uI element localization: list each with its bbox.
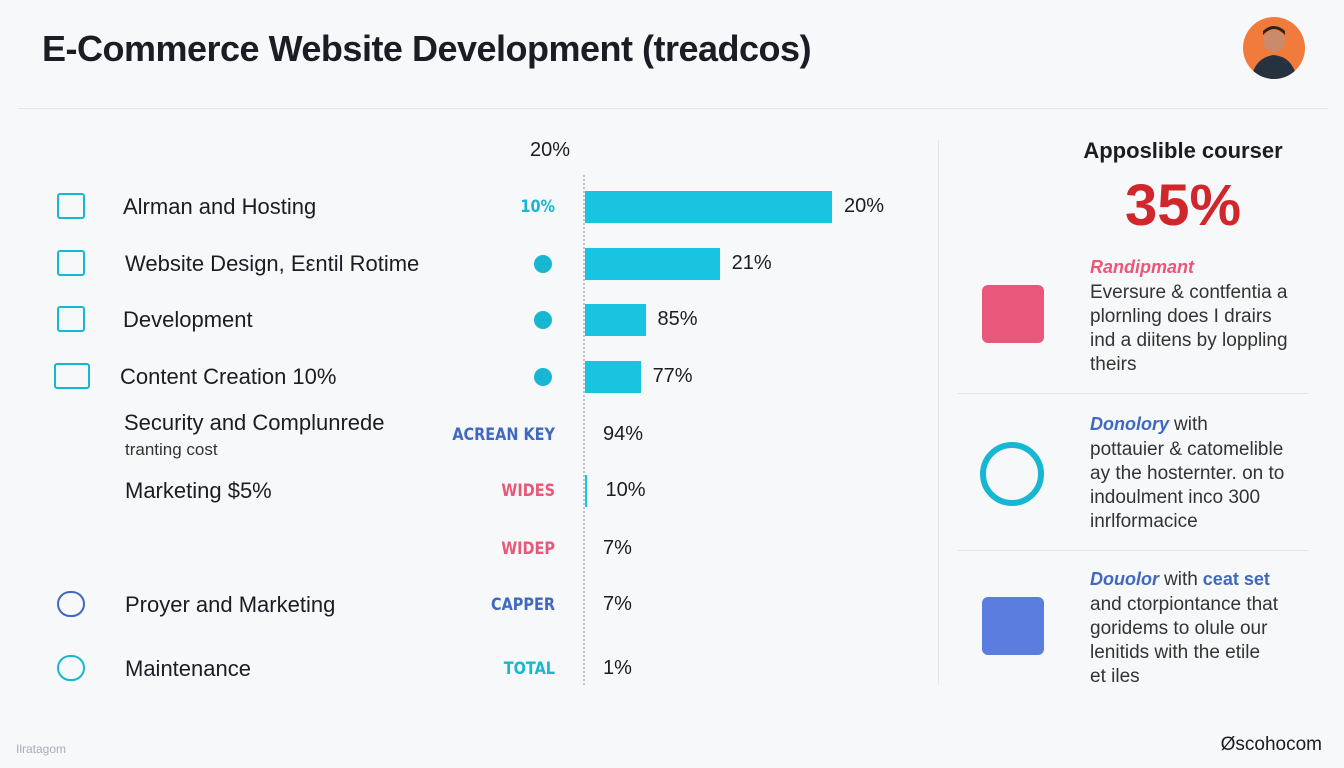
bar	[585, 248, 720, 280]
item-line: Eversure & contfentia a	[1090, 282, 1288, 303]
row-tag: WIDEP	[501, 539, 555, 559]
item-line: theirs	[1090, 354, 1137, 375]
bar	[585, 475, 588, 507]
divider	[18, 108, 1328, 109]
panel-value: 35%	[1124, 173, 1242, 238]
value-label: 7%	[603, 593, 632, 615]
item-line: lenitids with the etile	[1090, 642, 1261, 663]
value-label: 94%	[603, 423, 644, 445]
row-tag: WIDES	[501, 481, 555, 501]
row-label: Development	[123, 307, 253, 332]
axis-line	[583, 175, 585, 685]
panel-title: Apposlible courser	[1083, 138, 1283, 163]
row-icon	[57, 306, 85, 332]
bar	[585, 361, 641, 393]
value-label: 85%	[657, 308, 698, 330]
row-icon	[57, 591, 85, 617]
row-label: Marketing $5%	[125, 478, 272, 503]
bar	[585, 191, 832, 223]
row-label: Security and Complunrede	[124, 410, 385, 435]
item-title: Donolory	[1090, 414, 1169, 434]
avatar[interactable]	[1243, 17, 1305, 79]
footer-left: Ilratagom	[16, 742, 67, 756]
value-label: 1%	[603, 657, 632, 679]
row-label: Website Design, Eεntil Rotime	[125, 251, 420, 276]
item-line: inrlformacice	[1090, 511, 1198, 532]
row-tag: ACREAN KEY	[452, 425, 555, 445]
row-icon	[57, 193, 85, 219]
item-heading: Donolory with	[1090, 414, 1208, 436]
item-line: plornling does I drairs	[1090, 306, 1272, 327]
row-icon	[54, 363, 90, 389]
item-line: ind a diitens by loppling	[1090, 330, 1288, 351]
item-line: and ctorpiontance that	[1090, 594, 1279, 615]
row-label: Content Creation 10%	[120, 364, 337, 389]
value-label: 7%	[603, 537, 632, 559]
item-line: et iles	[1090, 666, 1140, 687]
row-label: Alrman and Hosting	[123, 194, 317, 219]
divider	[938, 140, 939, 685]
row-icon	[57, 655, 85, 681]
avatar-image	[1251, 26, 1297, 79]
divider	[958, 393, 1308, 394]
item-title-rest: with	[1174, 414, 1208, 435]
row-tag: TOTAL	[503, 659, 555, 679]
row-sublabel: tranting cost	[125, 440, 218, 459]
item-line: pottauier & catomelible	[1090, 439, 1284, 460]
divider	[958, 550, 1308, 551]
item-heading: Douolor with ceat set	[1090, 569, 1270, 591]
scale-label: 20%	[530, 139, 571, 161]
row-label: Proyer and Marketing	[125, 592, 336, 617]
item-title: Randipmant	[1090, 257, 1195, 277]
check-icon	[534, 255, 552, 273]
item-accent: ceat set	[1202, 569, 1270, 589]
item-line: goridems to olule our	[1090, 618, 1268, 639]
item-line: indoulment inco 300	[1090, 487, 1261, 508]
footer-right: Øscohocom	[1220, 734, 1322, 755]
bar	[585, 304, 646, 336]
row-tag: CAPPER	[491, 595, 555, 615]
value-label: 21%	[731, 252, 772, 274]
item-line: ay the hosternter. on to	[1090, 463, 1285, 484]
item-icon	[980, 442, 1044, 506]
value-label: 10%	[605, 479, 646, 501]
item-title: Douolor	[1090, 569, 1159, 589]
item-icon	[982, 285, 1044, 343]
row-icon	[57, 250, 85, 276]
page-title: E-Commerce Website Development (treadcos…	[42, 28, 812, 69]
check-icon	[534, 368, 552, 386]
check-icon	[534, 311, 552, 329]
item-title-rest: with	[1164, 569, 1198, 590]
row-tag: 10%	[520, 197, 555, 217]
value-label: 20%	[844, 195, 885, 217]
value-label: 77%	[652, 365, 693, 387]
item-icon	[982, 597, 1044, 655]
item-heading: Randipmant	[1090, 257, 1194, 278]
row-label: Maintenance	[125, 656, 251, 681]
